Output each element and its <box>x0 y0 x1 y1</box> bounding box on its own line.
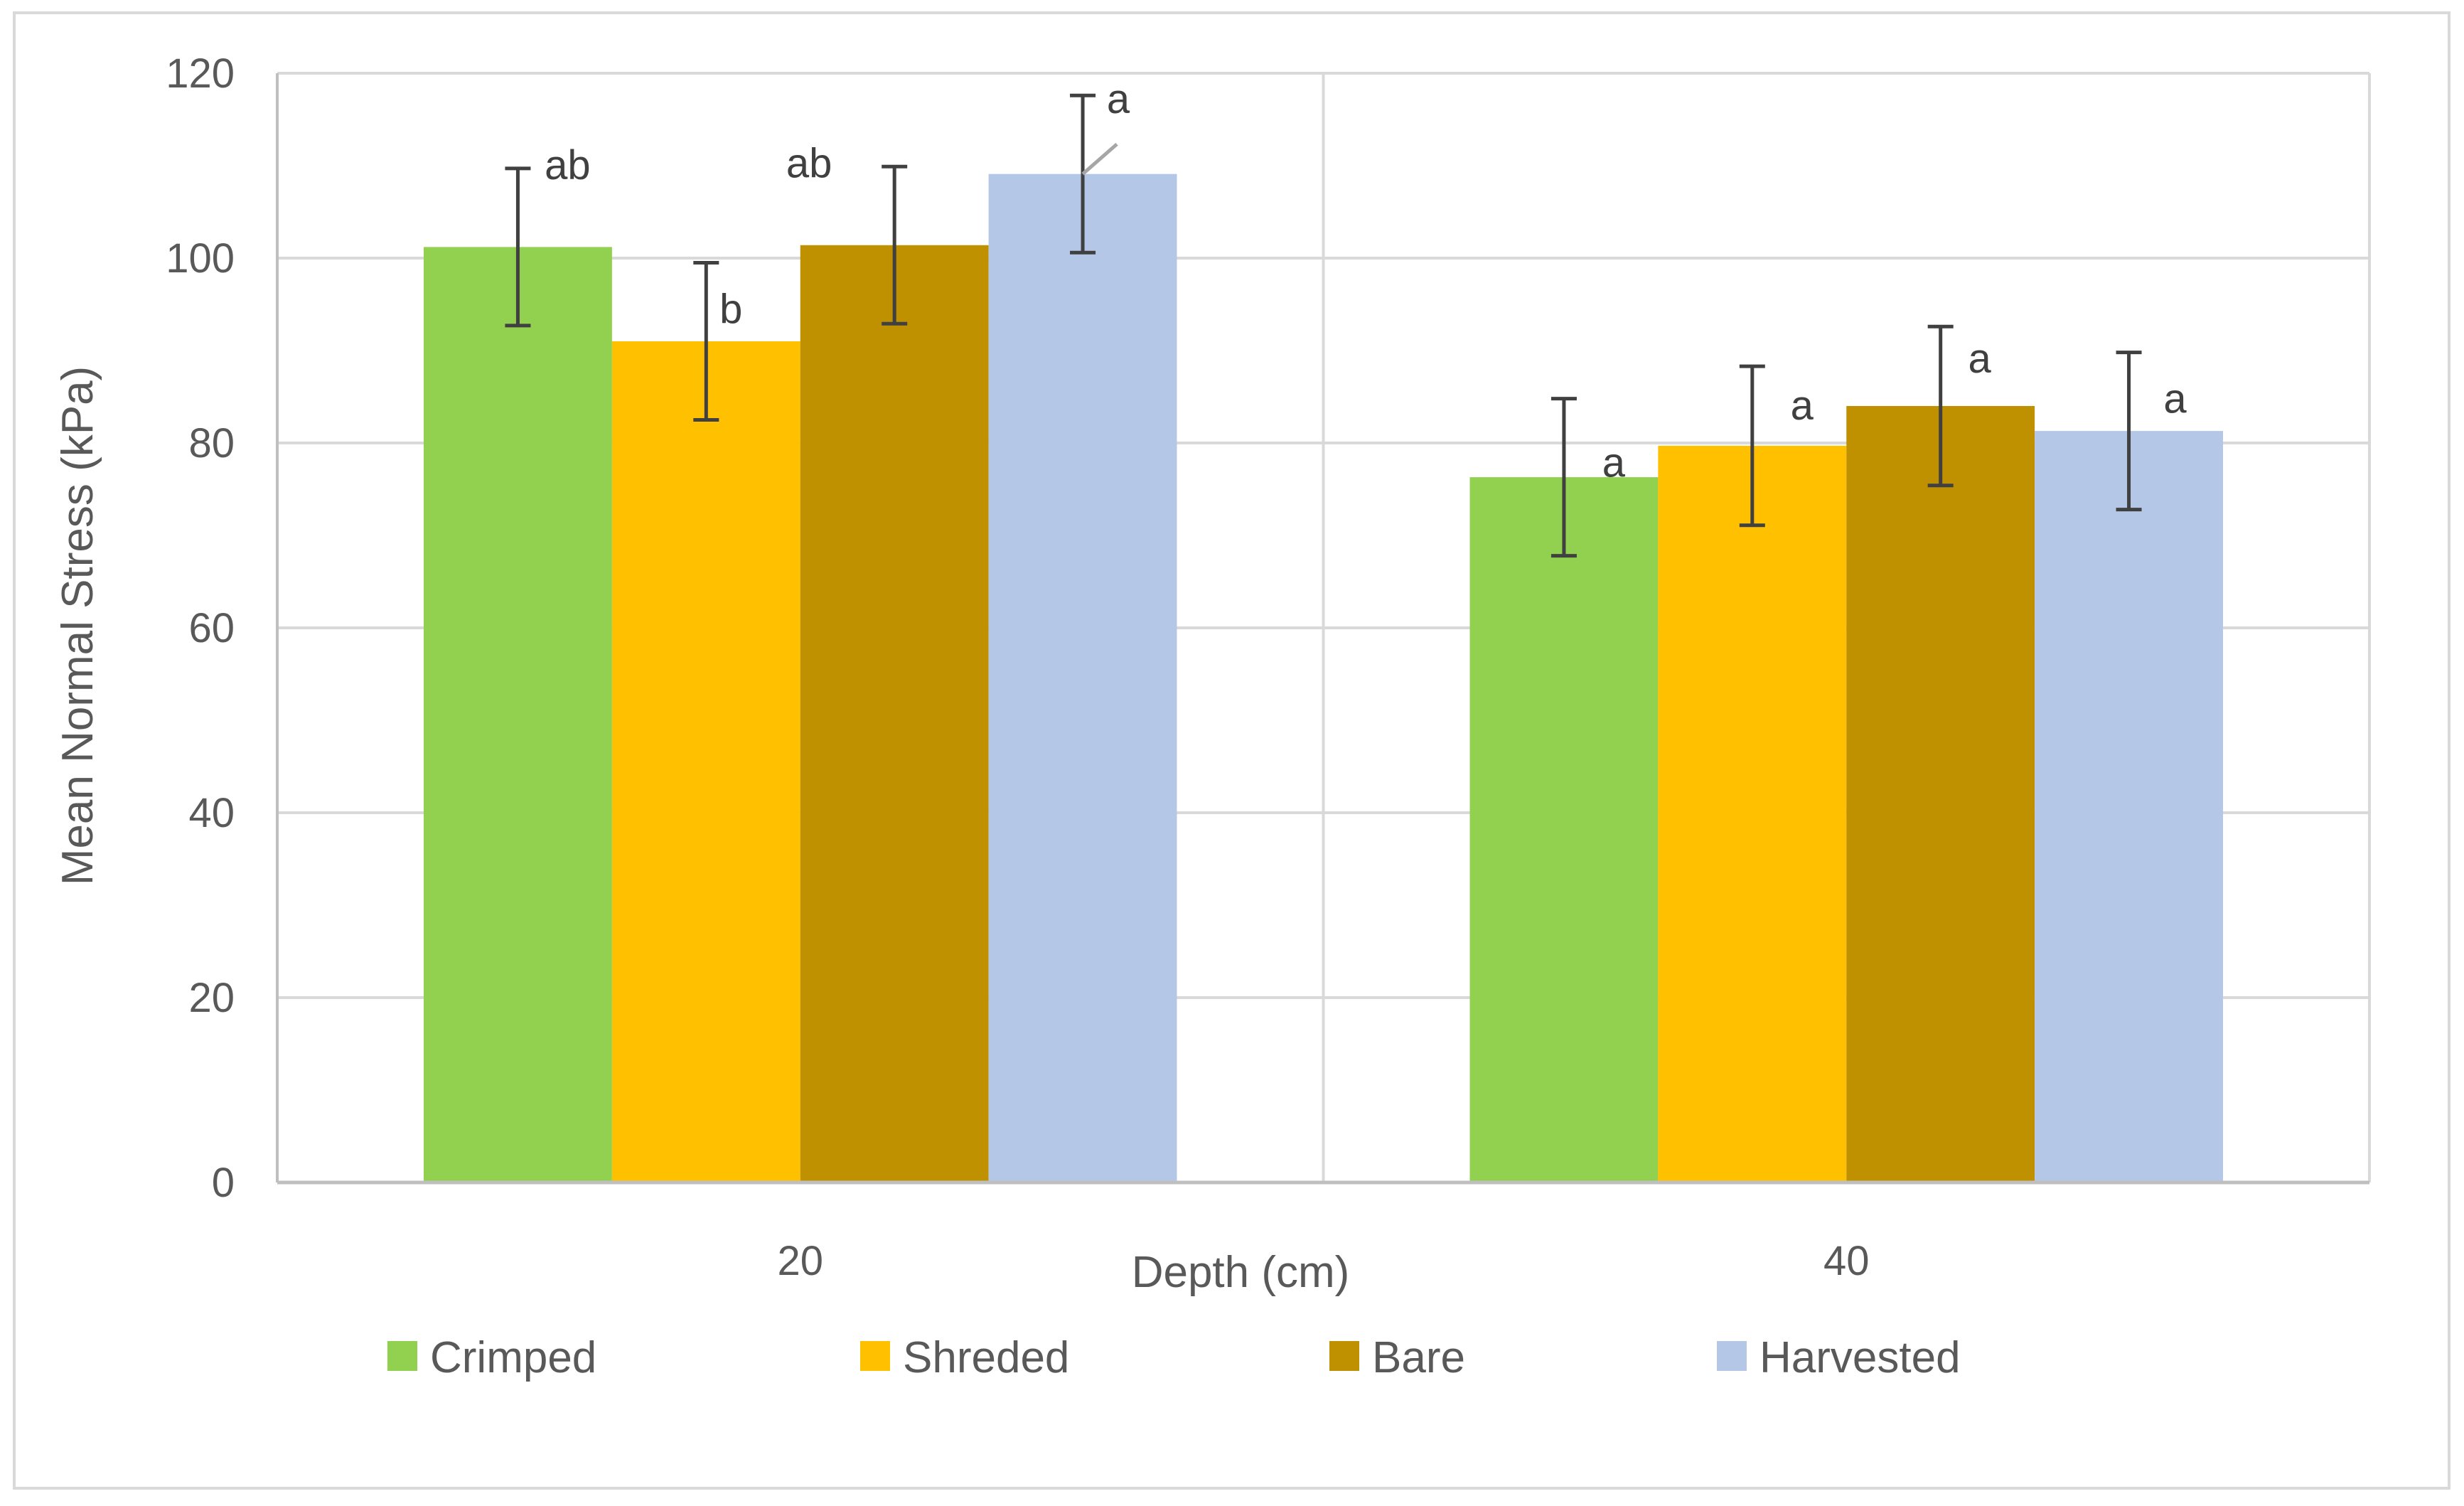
axes: 0 20 40 60 80 100 120 20 40 <box>166 50 2369 1284</box>
letter-leader-line <box>1081 142 1118 176</box>
significance-letter: a <box>1602 440 1626 486</box>
y-axis-title: Mean Normal Stress (kPa) <box>53 366 102 885</box>
significance-letter: a <box>2163 376 2187 422</box>
bar-crimped-20 <box>424 247 612 1182</box>
y-tick-label: 80 <box>188 420 235 466</box>
bars <box>424 173 2223 1183</box>
significance-letter: a <box>1791 383 1814 429</box>
legend-swatch-bare <box>1329 1341 1359 1371</box>
bar-harvested-40 <box>2035 431 2223 1182</box>
significance-letter: b <box>719 287 742 333</box>
bar-crimped-40 <box>1469 477 1659 1182</box>
legend-label-harvested: Harvested <box>1759 1333 1961 1382</box>
legend: Crimped Shreded Bare Harvested <box>387 1333 1961 1382</box>
y-tick-label: 0 <box>212 1160 235 1206</box>
bar-shreded-40 <box>1658 445 1847 1182</box>
legend-swatch-crimped <box>387 1341 417 1371</box>
legend-swatch-shreded <box>860 1341 890 1371</box>
bar-harvested-20 <box>988 173 1177 1183</box>
legend-swatch-harvested <box>1717 1341 1747 1371</box>
y-tick-label: 100 <box>166 235 235 282</box>
x-axis-title: Depth (cm) <box>1132 1248 1350 1297</box>
y-tick-label: 40 <box>188 790 235 836</box>
significance-letter: a <box>1968 336 1992 382</box>
y-tick-label: 120 <box>166 50 235 97</box>
legend-label-crimped: Crimped <box>430 1333 596 1382</box>
bar-shreded-20 <box>611 341 800 1182</box>
significance-letter: ab <box>786 140 832 186</box>
significance-letter: a <box>1107 76 1130 122</box>
y-tick-label: 20 <box>188 975 235 1021</box>
legend-label-shreded: Shreded <box>903 1333 1069 1382</box>
significance-letter: ab <box>545 142 591 188</box>
bar-bare-40 <box>1846 406 2035 1182</box>
bar-bare-20 <box>800 245 989 1182</box>
legend-label-bare: Bare <box>1372 1333 1465 1382</box>
y-tick-label: 60 <box>188 605 235 651</box>
x-tick-label: 20 <box>777 1238 823 1284</box>
significance-letters: ab b ab a a a a a <box>545 76 2187 486</box>
x-tick-label: 40 <box>1823 1238 1870 1284</box>
error-bars <box>505 93 2142 558</box>
